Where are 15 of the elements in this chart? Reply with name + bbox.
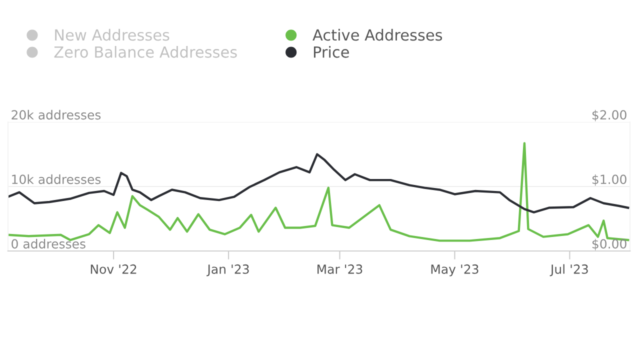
legend-label: New Addresses xyxy=(55,28,170,41)
y-tick-label: 10k addresses xyxy=(12,174,101,184)
y2-tick-label: $2.00 xyxy=(592,110,626,122)
y-tick-label: 20k addresses xyxy=(12,110,101,120)
legend-label: Active Addresses xyxy=(312,28,442,41)
x-tick-label: Mar '23 xyxy=(318,264,362,274)
y-tick-label: 0 addresses xyxy=(12,238,86,249)
x-tick-label: Nov '22 xyxy=(90,264,136,274)
y2-tick-label: $0.00 xyxy=(592,238,626,250)
x-tick-label: Jan '23 xyxy=(206,264,249,276)
legend-label: Price xyxy=(314,46,349,58)
x-tick-label: May '23 xyxy=(431,264,478,276)
x-tick-label: Jul '23 xyxy=(550,264,588,276)
y2-tick-label: $1.00 xyxy=(592,174,626,186)
legend-label: Zero Balance Addresses xyxy=(54,46,237,58)
